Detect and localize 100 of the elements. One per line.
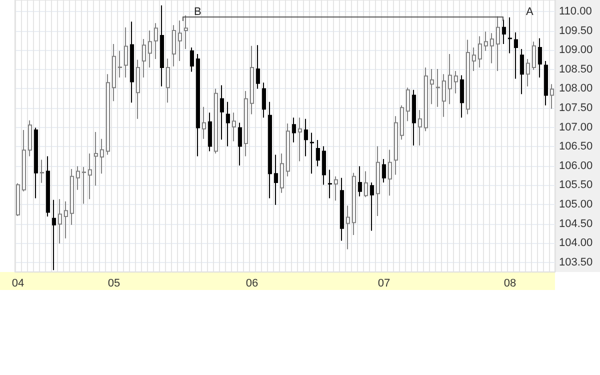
candlestick (382, 158, 386, 183)
y-tick-label: 103.50 (559, 256, 593, 268)
x-tick-label: 08 (504, 278, 516, 290)
candlestick (82, 166, 86, 204)
candlestick (418, 109, 422, 146)
candlestick (298, 117, 302, 162)
x-tick-label: 04 (12, 278, 24, 290)
candlestick (88, 153, 92, 200)
candlestick (286, 122, 290, 177)
annotation: B (194, 6, 202, 18)
candlestick (274, 154, 278, 206)
candlestick (502, 19, 506, 44)
candlestick (22, 130, 26, 192)
candlestick (190, 46, 194, 72)
candlestick (256, 44, 260, 90)
candlestick (154, 22, 158, 60)
candlestick (304, 118, 308, 157)
candlestick (76, 166, 80, 190)
candlestick (544, 60, 548, 106)
candlestick (400, 104, 404, 140)
candlestick (46, 156, 50, 217)
candlestick (166, 58, 170, 104)
candlestick (244, 90, 248, 157)
y-tick-label: 105.50 (559, 179, 593, 192)
candlestick (526, 58, 530, 87)
candlestick (316, 140, 320, 167)
candlestick (58, 198, 62, 244)
candlestick (172, 24, 176, 67)
candlestick (376, 146, 380, 217)
candlestick (250, 45, 254, 115)
candlestick (436, 68, 440, 108)
y-tick-label: 107.50 (559, 102, 593, 114)
y-tick-label: 108.50 (559, 63, 593, 76)
candlestick (148, 30, 152, 68)
candlestick (310, 132, 314, 174)
candlestick (214, 88, 218, 154)
candlestick (184, 14, 188, 50)
candlestick (424, 67, 428, 132)
candlestick (550, 84, 554, 110)
candlestick (34, 127, 38, 199)
candlestick (352, 172, 356, 236)
candlestick (28, 120, 32, 157)
candlestick (412, 89, 416, 146)
candlestick (70, 168, 74, 226)
candlestick (394, 116, 398, 176)
candlestick (202, 106, 206, 140)
candlestick (334, 176, 338, 202)
candlestick (430, 68, 434, 105)
candlestick (466, 39, 470, 115)
candlestick (178, 20, 182, 62)
candlestick (94, 131, 98, 186)
y-tick-label: 104.00 (559, 237, 593, 250)
candlestick (40, 159, 44, 184)
candlestick (406, 87, 410, 122)
candlestick (100, 138, 104, 174)
candlestick (460, 74, 464, 118)
candlestick (118, 50, 122, 78)
x-tick-label: 06 (246, 278, 258, 290)
y-tick-label: 109.00 (559, 44, 593, 56)
candlestick (136, 59, 140, 120)
candlestick (238, 122, 242, 166)
candlestick (388, 149, 392, 196)
candlestick (532, 41, 536, 70)
candlestick (490, 32, 494, 64)
candlestick (358, 166, 362, 197)
candlestick (64, 200, 68, 239)
candlestick (508, 16, 512, 54)
candlestick (262, 82, 266, 118)
candlestick (16, 182, 20, 217)
y-tick-label: 106.50 (559, 140, 593, 153)
annotation: A (526, 6, 534, 18)
candlestick (340, 177, 344, 242)
candlestick (538, 38, 542, 78)
candlestick (514, 32, 518, 80)
candlestick (160, 4, 164, 87)
x-tick-label: 07 (378, 278, 390, 290)
y-tick-label: 107.00 (559, 121, 593, 134)
candlestick (268, 101, 272, 199)
candlestick (448, 54, 452, 105)
candlestick (520, 48, 524, 95)
y-tick-label: 109.50 (559, 24, 593, 37)
candlestick (232, 112, 236, 142)
candlestick (106, 74, 110, 156)
candlestick (484, 31, 488, 52)
candlestick (328, 169, 332, 199)
candlestick (226, 101, 230, 147)
y-tick-label: 105.00 (559, 198, 593, 210)
candlestick (292, 117, 296, 143)
candlestick (478, 36, 482, 68)
y-tick-label: 108.00 (559, 82, 593, 95)
candlestick (346, 205, 350, 250)
x-tick-label: 05 (108, 278, 120, 290)
candlestick (52, 199, 56, 271)
candlestick (364, 170, 368, 198)
candlestick (124, 26, 128, 78)
candlestick (196, 54, 200, 157)
candlestick (208, 112, 212, 152)
candlestick (442, 74, 446, 118)
candlestick (220, 84, 224, 140)
candlestick (322, 146, 326, 186)
